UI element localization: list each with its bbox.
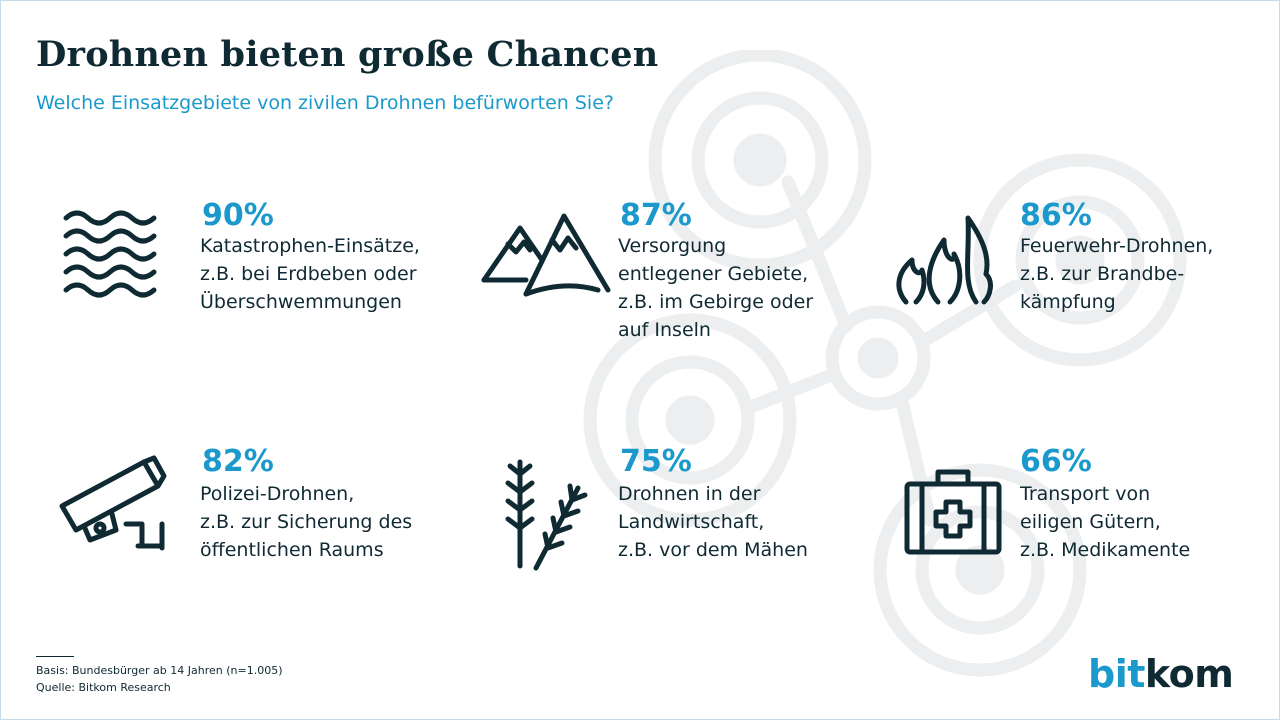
wheat-icon — [505, 459, 588, 571]
bitkom-logo: bitkom — [1088, 652, 1234, 696]
stat-item-police: 82% Polizei-Drohnen, z.B. zur Sicherung … — [56, 444, 476, 574]
footnote: Basis: Bundesbürger ab 14 Jahren (n=1.00… — [36, 662, 282, 696]
percent-label: 87% — [620, 198, 692, 233]
percent-label: 82% — [202, 444, 274, 479]
stat-item-disaster: 90% Katastrophen-Einsätze, z.B. bei Erdb… — [62, 198, 482, 338]
category-description: Drohnen in der Landwirtschaft, z.B. vor … — [618, 483, 808, 561]
percent-label: 66% — [1020, 444, 1092, 479]
mountains-icon — [481, 213, 611, 297]
category-description: Transport von eiligen Gütern, z.B. Medik… — [1020, 483, 1191, 561]
drone-watermark-icon — [583, 50, 1187, 677]
category-description: Versorgung entlegener Gebiete, z.B. im G… — [618, 235, 814, 341]
stat-item-remote-supply: 87% Versorgung entlegener Gebiete, z.B. … — [480, 198, 860, 358]
footnote-divider — [36, 656, 74, 657]
chart-subtitle: Welche Einsatzgebiete von zivilen Drohne… — [36, 92, 614, 114]
stat-item-agriculture: 75% Drohnen in der Landwirtschaft, z.B. … — [496, 444, 876, 574]
stat-item-fire-department: 86% Feuerwehr-Drohnen, z.B. zur Brandbe-… — [886, 198, 1266, 338]
percent-label: 75% — [620, 444, 692, 479]
flames-icon — [896, 215, 993, 305]
footnote-source: Quelle: Bitkom Research — [36, 681, 171, 694]
chart-title: Drohnen bieten große Chancen — [36, 34, 659, 75]
category-description: Feuerwehr-Drohnen, z.B. zur Brandbe- käm… — [1020, 235, 1214, 313]
percent-label: 90% — [202, 198, 274, 233]
first-aid-kit-icon — [904, 469, 1002, 555]
security-camera-icon — [59, 455, 167, 551]
stat-item-transport: 66% Transport von eiligen Gütern, z.B. M… — [904, 444, 1266, 574]
category-description: Polizei-Drohnen, z.B. zur Sicherung des … — [200, 483, 413, 561]
waves-icon — [63, 210, 157, 298]
footnote-basis: Basis: Bundesbürger ab 14 Jahren (n=1.00… — [36, 664, 283, 677]
category-description: Katastrophen-Einsätze, z.B. bei Erdbeben… — [200, 235, 420, 313]
percent-label: 86% — [1020, 198, 1092, 233]
